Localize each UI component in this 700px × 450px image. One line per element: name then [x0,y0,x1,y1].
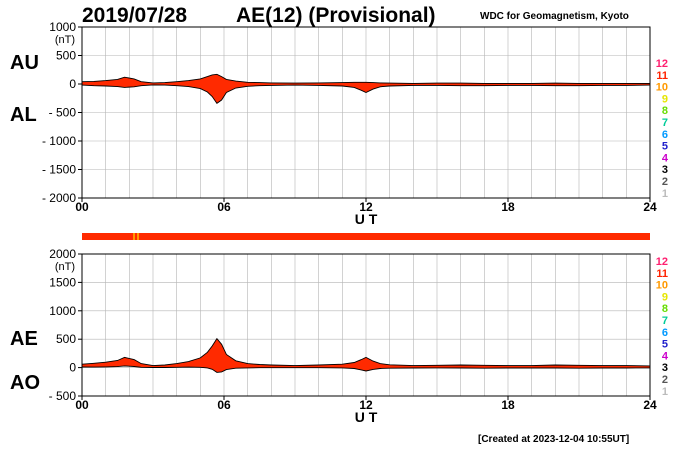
station-number-2: 2 [662,176,668,188]
station-availability-bar [82,233,650,240]
created-timestamp: [Created at 2023-12-04 10:55UT] [478,434,630,445]
y-tick-label: - 1500 [42,163,76,177]
index-title: AE(12) (Provisional) [236,4,436,27]
station-number-7: 7 [662,315,668,327]
x-tick-label: 12 [359,200,373,214]
au-label: AU [10,52,39,74]
y-tick-label: 500 [56,49,76,63]
x-axis-label: U T [355,409,378,425]
unit-label: (nT) [55,34,75,46]
x-tick-label: 12 [359,398,373,412]
x-tick-label: 18 [501,200,515,214]
station-number-9: 9 [662,93,668,105]
x-tick-label: 24 [643,398,657,412]
station-number-12: 12 [656,256,668,268]
area-fill-1 [82,338,650,373]
series-line-al [81,84,651,105]
station-number-5: 5 [662,339,668,351]
station-number-10: 10 [656,82,668,94]
y-tick-label: - 1000 [42,134,76,148]
source-label: WDC for Geomagnetism, Kyoto [480,11,629,22]
ao-label: AO [10,372,40,394]
y-tick-label: - 500 [49,106,77,120]
x-tick-label: 00 [75,398,89,412]
series-line-ae [81,337,651,367]
date-title: 2019/07/28 [82,4,188,27]
y-tick-label: 0 [69,77,76,91]
station-number-4: 4 [662,152,669,164]
station-number-6: 6 [662,129,668,141]
y-tick-label: 2000 [49,247,76,261]
availability-gap-mark [133,233,135,240]
y-tick-label: - 2000 [42,191,76,205]
station-number-10: 10 [656,280,668,292]
x-tick-label: 00 [75,200,89,214]
y-tick-label: 1000 [49,304,76,318]
availability-gap-mark [137,233,139,240]
station-number-4: 4 [662,350,669,362]
x-axis-label: U T [355,211,378,227]
x-tick-label: 06 [217,200,231,214]
station-number-8: 8 [662,303,668,315]
x-tick-label: 06 [217,398,231,412]
station-number-5: 5 [662,141,668,153]
series-line-ao [81,365,651,373]
x-tick-label: 24 [643,200,657,214]
station-number-11: 11 [656,268,668,280]
unit-label: (nT) [55,261,75,273]
station-number-11: 11 [656,70,668,82]
y-tick-label: 500 [56,332,76,346]
station-number-6: 6 [662,327,668,339]
station-number-9: 9 [662,291,668,303]
series-line-au [81,73,650,84]
al-label: AL [10,104,37,126]
station-number-1: 1 [662,386,668,398]
y-tick-label: - 500 [49,389,77,403]
station-number-3: 3 [662,164,668,176]
station-number-12: 12 [656,58,668,70]
station-number-3: 3 [662,362,668,374]
x-tick-label: 18 [501,398,515,412]
station-number-8: 8 [662,105,668,117]
station-number-7: 7 [662,117,668,129]
y-tick-label: 1500 [49,275,76,289]
y-tick-label: 1000 [49,20,76,34]
panel-0: 1000 500 0 - 500 - 1000 - 1500 - 2000 (nT) 00 06 1… [42,20,669,227]
y-tick-label: 0 [69,361,76,375]
ae-label: AE [10,328,38,350]
station-number-1: 1 [662,188,668,200]
station-number-2: 2 [662,374,668,386]
